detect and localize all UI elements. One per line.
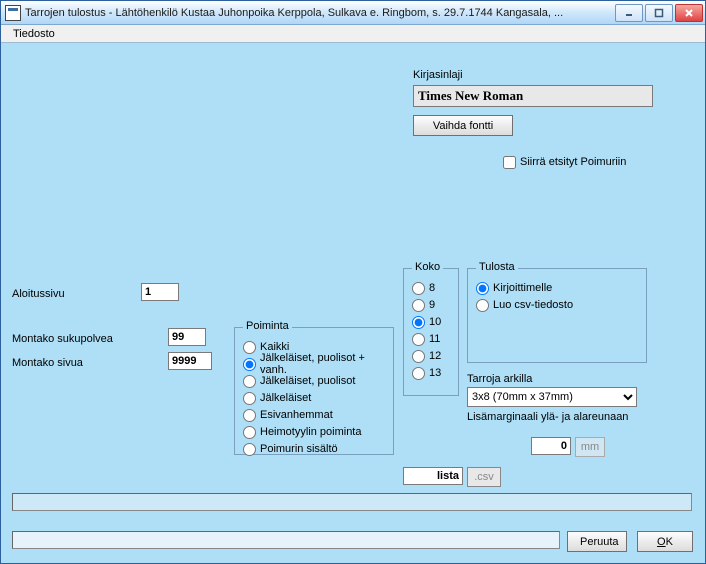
app-window: Tarrojen tulostus - Lähtöhenkilö Kustaa … [0,0,706,564]
koko-radio[interactable] [412,333,425,346]
csv-button[interactable]: .csv [467,467,501,487]
menu-file[interactable]: Tiedosto [7,27,61,41]
poiminta-option-label: Jälkeläiset [260,392,311,404]
koko-option-label: 12 [429,350,441,362]
start-page-label: Aloitussivu [12,288,65,300]
lista-input[interactable] [403,467,463,485]
poiminta-group: Poiminta KaikkiJälkeläiset, puolisot + v… [234,327,394,455]
poiminta-legend: Poiminta [243,320,292,332]
poiminta-option[interactable]: Jälkeläiset, puolisot + vanh. [243,356,385,372]
koko-option-label: 8 [429,282,435,294]
status-bar-1 [12,493,692,511]
poiminta-option-label: Esivanhemmat [260,409,333,421]
transfer-checkbox[interactable] [503,156,516,169]
pages-label: Montako sivua [12,357,83,369]
poiminta-option[interactable]: Heimotyylin poiminta [243,424,385,440]
window-controls [615,4,703,22]
koko-radio[interactable] [412,350,425,363]
start-page-input[interactable] [141,283,179,301]
tulosta-option-label: Kirjoittimelle [493,282,552,294]
poiminta-option[interactable]: Esivanhemmat [243,407,385,423]
tulosta-group: Tulosta KirjoittimelleLuo csv-tiedosto [467,268,647,363]
koko-legend: Koko [412,261,443,273]
koko-radio[interactable] [412,367,425,380]
koko-option[interactable]: 8 [412,280,450,296]
generations-label: Montako sukupolvea [12,333,113,345]
tulosta-option-label: Luo csv-tiedosto [493,299,573,311]
koko-option[interactable]: 9 [412,297,450,313]
poiminta-option[interactable]: Poimurin sisältö [243,441,385,457]
koko-option[interactable]: 11 [412,331,450,347]
status-bar-2 [12,531,560,549]
change-font-button[interactable]: Vaihda fontti [413,115,513,136]
poiminta-option-label: Jälkeläiset, puolisot + vanh. [260,352,385,376]
poiminta-radio[interactable] [243,358,256,371]
koko-option-label: 11 [429,333,440,345]
menubar: Tiedosto [1,25,705,43]
sheet-select[interactable]: 3x8 (70mm x 37mm) [467,387,637,407]
minimize-button[interactable] [615,4,643,22]
koko-option-label: 10 [429,316,441,328]
tulosta-legend: Tulosta [476,261,518,273]
tulosta-option[interactable]: Kirjoittimelle [476,280,638,296]
pages-input[interactable] [168,352,212,370]
sheet-label: Tarroja arkilla [467,373,532,385]
maximize-button[interactable] [645,4,673,22]
tulosta-radio[interactable] [476,299,489,312]
poiminta-radio[interactable] [243,341,256,354]
generations-input[interactable] [168,328,206,346]
koko-option-label: 13 [429,367,441,379]
transfer-checkbox-row[interactable]: Siirrä etsityt Poimuriin [503,154,626,170]
poiminta-radio[interactable] [243,392,256,405]
koko-radio[interactable] [412,282,425,295]
transfer-checkbox-label: Siirrä etsityt Poimuriin [520,156,626,168]
poiminta-option-label: Jälkeläiset, puolisot [260,375,355,387]
margin-input[interactable] [531,437,571,455]
poiminta-option-label: Heimotyylin poiminta [260,426,361,438]
koko-group: Koko 8910111213 [403,268,459,396]
poiminta-radio[interactable] [243,426,256,439]
poiminta-option[interactable]: Jälkeläiset [243,390,385,406]
cancel-button[interactable]: Peruuta [567,531,627,552]
koko-radio[interactable] [412,316,425,329]
koko-option[interactable]: 10 [412,314,450,330]
tulosta-radio[interactable] [476,282,489,295]
tulosta-option[interactable]: Luo csv-tiedosto [476,297,638,313]
ok-button[interactable]: OK [637,531,693,552]
margin-label: Lisämarginaali ylä- ja alareunaan [467,411,628,423]
koko-option[interactable]: 12 [412,348,450,364]
poiminta-option-label: Poimurin sisältö [260,443,338,455]
poiminta-radio[interactable] [243,443,256,456]
titlebar: Tarrojen tulostus - Lähtöhenkilö Kustaa … [1,1,705,25]
client-area: Kirjasinlaji Times New Roman Vaihda font… [1,43,705,563]
font-label: Kirjasinlaji [413,69,463,81]
koko-radio[interactable] [412,299,425,312]
close-button[interactable] [675,4,703,22]
poiminta-radio[interactable] [243,375,256,388]
poiminta-radio[interactable] [243,409,256,422]
koko-option-label: 9 [429,299,435,311]
koko-option[interactable]: 13 [412,365,450,381]
font-display: Times New Roman [413,85,653,107]
margin-unit: mm [575,437,605,457]
window-title: Tarrojen tulostus - Lähtöhenkilö Kustaa … [25,7,615,19]
app-icon [5,5,21,21]
